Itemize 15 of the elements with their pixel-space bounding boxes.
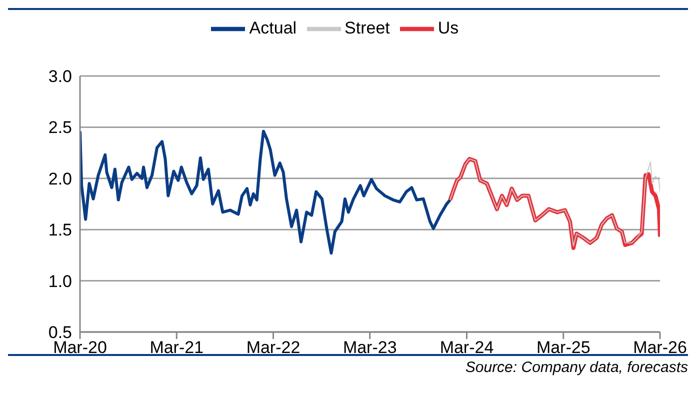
legend-label: Actual [249, 18, 297, 38]
x-tick-label: Mar-22 [246, 338, 300, 358]
source-note: Source: Company data, forecasts [465, 359, 688, 376]
y-tick-label: 2.5 [48, 118, 72, 138]
y-tick-label: 1.5 [48, 220, 72, 240]
x-tick-label: Mar-21 [150, 338, 204, 358]
x-tick-label: Mar-23 [342, 338, 397, 358]
x-tick-label: Mar-25 [536, 338, 590, 358]
x-tick-label: Mar-26 [633, 338, 687, 358]
x-tick-label: Mar-24 [440, 338, 494, 358]
y-tick-label: 3.0 [48, 67, 72, 86]
y-tick-label: 2.0 [48, 169, 72, 188]
legend-label: Us [438, 18, 459, 38]
legend-label: Street [344, 18, 390, 38]
y-tick-label: 1.0 [48, 272, 72, 291]
